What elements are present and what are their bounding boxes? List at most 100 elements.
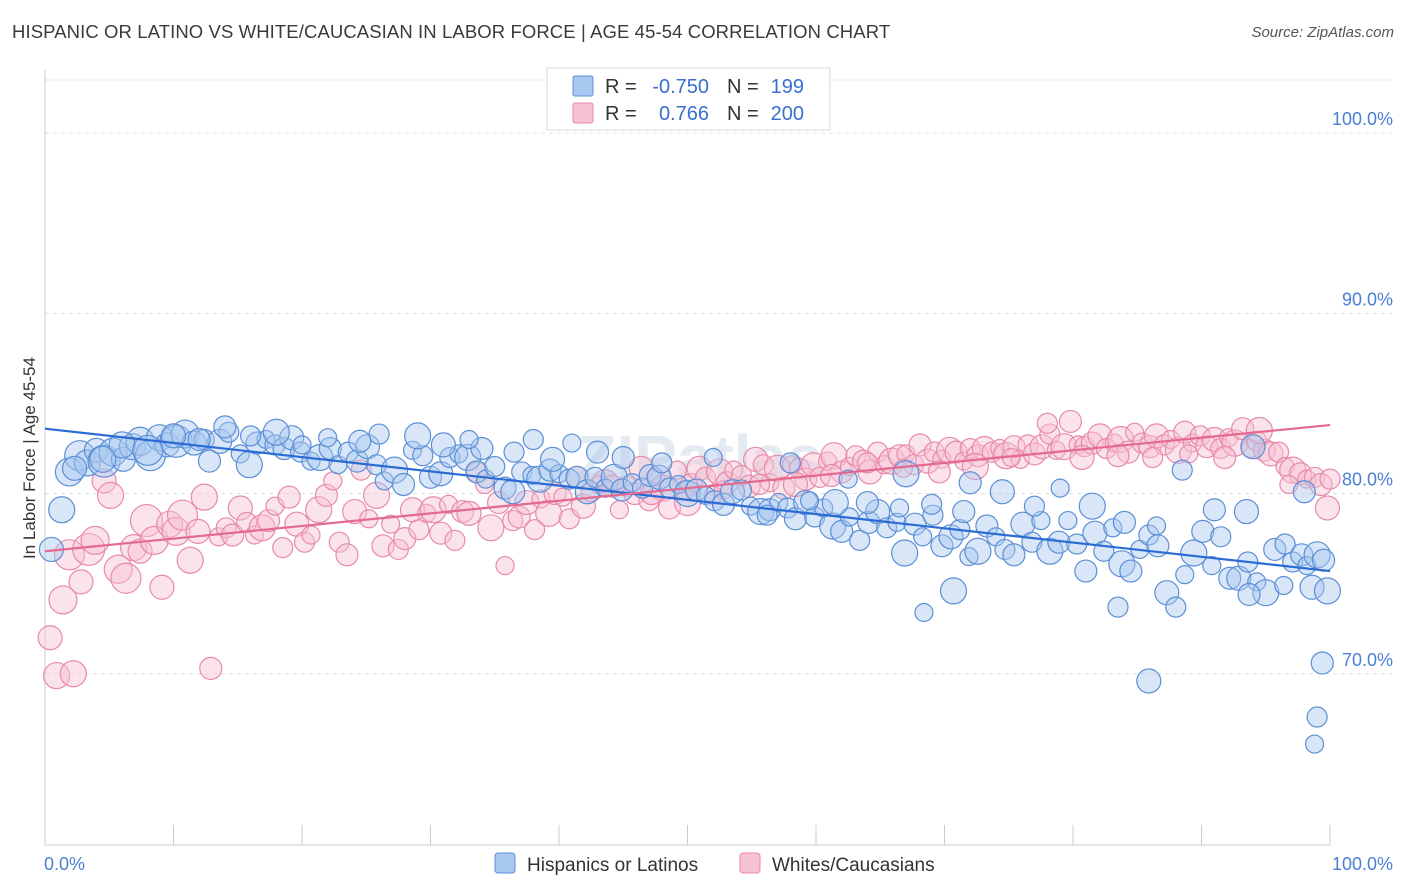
hispanics-point: [145, 424, 173, 452]
hispanics-point: [821, 488, 849, 517]
hispanics-point: [651, 452, 673, 474]
bottom-legend-pink-swatch: [739, 852, 761, 874]
hispanics-point: [132, 434, 164, 466]
hispanics-point: [197, 449, 222, 473]
hispanics-point: [1112, 510, 1137, 534]
whites-point: [523, 518, 546, 541]
whites-point: [1002, 435, 1026, 459]
correlation-legend: R = -0.750 N = 199 R = 0.766 N = 200: [546, 67, 831, 131]
whites-point: [305, 496, 333, 524]
whites-point: [381, 514, 401, 534]
chart-source: Source: ZipAtlas.com: [1251, 24, 1394, 41]
hispanics-point: [1303, 541, 1331, 569]
hispanics-point: [638, 463, 662, 488]
hispanics-point: [1058, 510, 1078, 531]
hispanics-point: [1103, 518, 1123, 538]
y-axis-label: In Labor Force | Age 45-54: [20, 357, 39, 559]
hispanics-point: [1313, 577, 1342, 605]
whites-point: [477, 514, 505, 542]
hispanics-point: [1119, 559, 1143, 583]
hispanics-point: [584, 466, 606, 488]
hispanics-point: [64, 440, 96, 472]
hispanics-point: [703, 447, 723, 468]
hispanics-point: [1050, 478, 1070, 498]
whites-point: [927, 460, 951, 484]
hispanics-point: [857, 510, 881, 534]
hispanics-point: [913, 527, 933, 547]
x-tick-label: 0.0%: [44, 854, 85, 874]
whites-point: [908, 433, 932, 457]
hispanics-point: [799, 491, 820, 511]
whites-point: [199, 656, 223, 680]
hispanics-point: [1297, 556, 1317, 576]
hispanics-point: [412, 445, 434, 467]
legend-n-value-1: 199: [771, 76, 804, 98]
hispanics-point: [89, 445, 117, 473]
whites-point: [1058, 409, 1083, 434]
hispanics-point: [493, 476, 517, 500]
whites-point: [323, 471, 343, 491]
whites-point: [190, 483, 218, 511]
whites-point: [429, 521, 453, 545]
hispanics-point: [779, 452, 801, 474]
whites-point: [149, 574, 175, 600]
hispanics-point: [1074, 559, 1098, 583]
hispanics-point: [61, 455, 88, 481]
legend-n-label-2: N =: [727, 103, 759, 125]
whites-point: [1142, 446, 1164, 469]
hispanics-point: [855, 490, 880, 515]
hispanics-point: [1274, 533, 1296, 555]
series-legend: Hispanics or Latinos Whites/Caucasians: [494, 852, 935, 876]
whites-point: [272, 537, 294, 559]
hispanics-point: [930, 534, 954, 558]
hispanics-point: [1247, 572, 1267, 592]
whites-point: [1195, 435, 1219, 459]
whites-point: [748, 473, 771, 496]
hispanics-point: [1136, 668, 1162, 694]
y-tick-label: 70.0%: [1342, 650, 1393, 670]
whites-point: [362, 481, 391, 509]
hispanics-point: [1237, 582, 1261, 607]
hispanics-point: [892, 460, 920, 488]
hispanics-point: [1036, 537, 1064, 565]
y-tick-label: 80.0%: [1342, 470, 1393, 490]
whites-point: [408, 518, 430, 541]
hispanics-point: [1263, 537, 1287, 562]
hispanics-point: [1165, 596, 1187, 618]
whites-point: [856, 452, 879, 474]
hispanics-point: [730, 479, 753, 501]
hispanics-point: [1191, 519, 1215, 543]
whites-point: [91, 468, 117, 494]
whites-point: [48, 585, 78, 615]
gridlines: [45, 79, 1392, 675]
hispanics-point: [538, 458, 562, 482]
whites-point: [335, 543, 359, 567]
hispanics-point: [368, 423, 390, 445]
whites-point: [763, 454, 792, 482]
legend-blue-swatch: [572, 75, 594, 97]
hispanics-point: [1210, 526, 1232, 548]
whites-point: [110, 562, 142, 594]
whites-point: [1213, 445, 1237, 470]
hispanics-point: [235, 451, 263, 479]
whites-point: [68, 569, 94, 595]
y-tick-label: 90.0%: [1342, 289, 1393, 309]
trend-lines: [44, 423, 1331, 573]
hispanics-point: [318, 428, 338, 448]
hispanics-point: [380, 456, 409, 484]
whites-point: [570, 493, 597, 519]
hispanics-point: [989, 479, 1015, 505]
hispanics-point: [914, 602, 934, 623]
whites-point: [609, 500, 629, 520]
whites-trend-line: [44, 423, 1331, 553]
hispanics-point: [391, 472, 416, 497]
whites-point: [535, 499, 563, 527]
bottom-legend-blue-swatch: [494, 852, 516, 874]
hispanics-point: [793, 489, 819, 516]
whites-point: [301, 525, 321, 545]
hispanics-point: [1304, 734, 1325, 754]
hispanics-point: [939, 577, 968, 605]
hispanics-point: [279, 425, 305, 451]
whites-point: [438, 494, 459, 514]
